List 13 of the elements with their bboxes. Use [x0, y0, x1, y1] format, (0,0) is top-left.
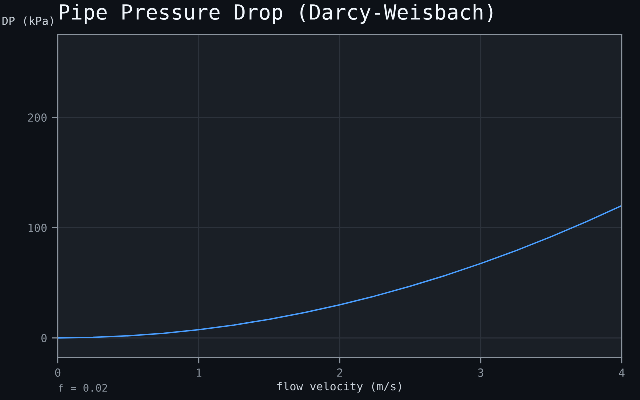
x-tick-label: 0 — [55, 368, 61, 378]
y-tick-label: 0 — [42, 334, 47, 343]
line-series — [58, 205, 622, 339]
x-tick-label: 1 — [196, 368, 202, 377]
y-tick-label: 100 — [28, 224, 47, 232]
x-tick-label: 2 — [337, 368, 342, 377]
x-tick-label: 3 — [478, 368, 484, 378]
x-tick-label: 4 — [619, 368, 625, 377]
y-axis-title: DP (kPa) — [2, 16, 54, 27]
x-axis-title: flow velocity (m/s) — [278, 382, 402, 393]
chart-title: Pipe Pressure Drop (Darcy-Weisbach) — [60, 4, 493, 24]
y-tick-label: 200 — [28, 114, 47, 122]
text: f = 0.02 — [58, 384, 108, 392]
